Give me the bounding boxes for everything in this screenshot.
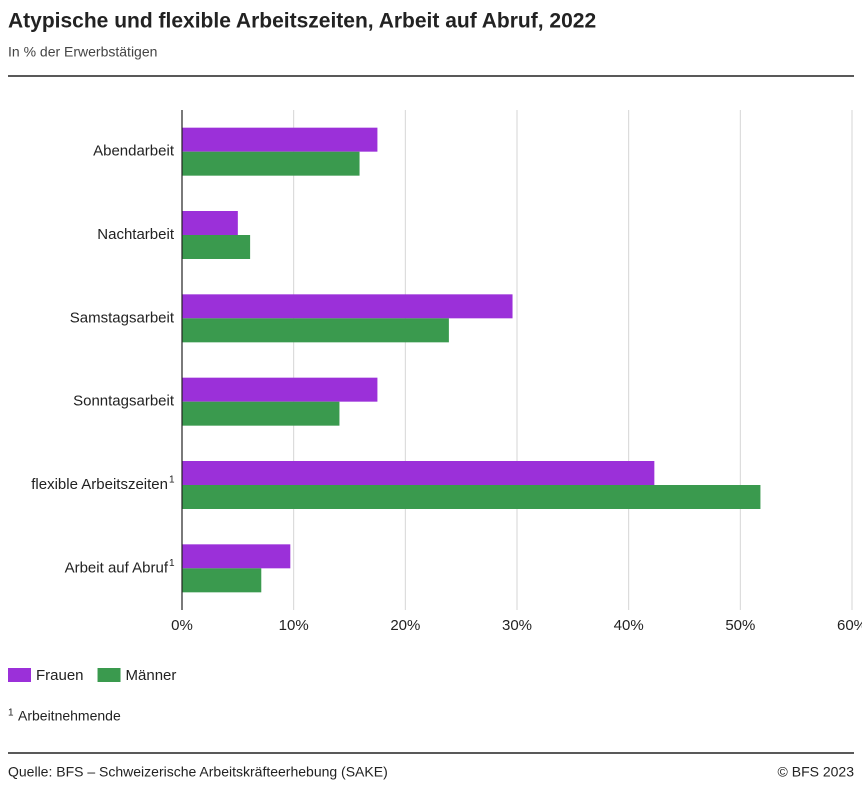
footnote-ref: 1 <box>169 475 175 486</box>
x-tick-label: 0% <box>171 617 193 634</box>
legend-swatch <box>97 668 121 682</box>
y-tick-label: Nachtarbeit <box>97 226 175 243</box>
bar <box>182 127 378 152</box>
x-tick-label: 10% <box>279 617 309 634</box>
bar <box>182 544 291 569</box>
bar <box>182 568 262 593</box>
footnote-ref: 1 <box>169 558 175 569</box>
x-tick-label: 40% <box>614 617 644 634</box>
y-tick-label: Sonntagsarbeit <box>73 393 175 410</box>
x-tick-label: 60% <box>837 617 862 634</box>
legend-label: Männer <box>126 667 177 684</box>
bar <box>182 211 238 235</box>
bar <box>182 151 360 176</box>
x-tick-label: 50% <box>725 617 755 634</box>
footnote-marker: 1 <box>8 708 14 719</box>
source: Quelle: BFS – Schweizerische Arbeitskräf… <box>8 764 388 780</box>
y-tick-label: Arbeit auf Abruf <box>65 559 169 576</box>
x-tick-label: 20% <box>390 617 420 634</box>
bar <box>182 294 513 319</box>
bar <box>182 401 340 426</box>
y-tick-label: Samstagsarbeit <box>70 309 175 326</box>
copyright: © BFS 2023 <box>778 764 855 780</box>
footnote: Arbeitnehmende <box>18 708 121 724</box>
bar <box>182 235 251 259</box>
bar <box>182 377 378 402</box>
chart-subtitle: In % der Erwerbstätigen <box>8 44 157 60</box>
legend-label: Frauen <box>36 667 84 684</box>
x-tick-label: 30% <box>502 617 532 634</box>
legend-swatch <box>8 668 31 682</box>
bar <box>182 318 449 343</box>
y-tick-label: flexible Arbeitszeiten <box>31 476 168 493</box>
bar <box>182 461 655 485</box>
chart-title: Atypische und flexible Arbeitszeiten, Ar… <box>8 10 596 33</box>
y-tick-label: Abendarbeit <box>93 143 175 160</box>
bar <box>182 485 761 509</box>
